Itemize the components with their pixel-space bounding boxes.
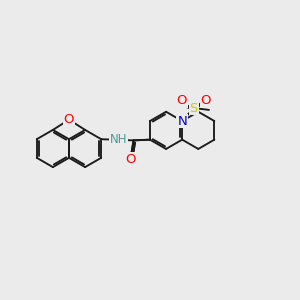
Text: O: O (200, 94, 211, 107)
Text: O: O (125, 153, 136, 166)
Text: O: O (64, 113, 74, 126)
Text: N: N (177, 115, 187, 128)
Text: NH: NH (110, 133, 127, 146)
Text: N: N (177, 115, 187, 128)
Text: S: S (190, 101, 198, 115)
Text: O: O (176, 94, 187, 107)
Text: O: O (125, 153, 136, 166)
